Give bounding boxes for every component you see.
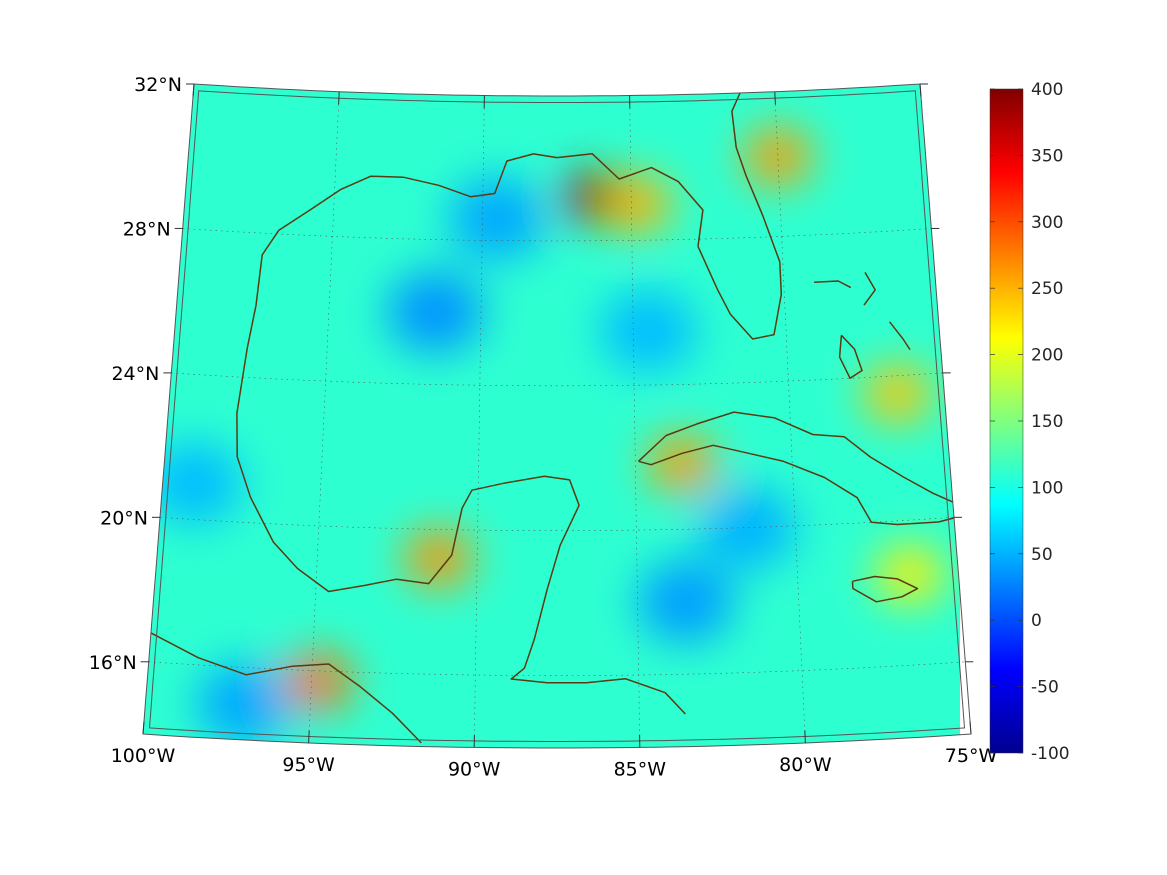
lon-tick-bottom — [969, 721, 972, 735]
map-frame-inner — [148, 90, 966, 742]
colorbar-ticks: 400 350 300 250 200 150 100 50 0 -50 -100 — [990, 80, 1070, 764]
colorbar-tick-label: 200 — [1031, 346, 1063, 366]
parallel-line — [159, 517, 955, 532]
lon-tick-bottom — [804, 730, 806, 743]
colorbar-tick-label: 350 — [1031, 146, 1063, 166]
lat-label: 28°N — [123, 218, 171, 240]
lat-label: 32°N — [134, 74, 182, 96]
anomaly-atlantic-high-off-georgia — [743, 127, 812, 186]
colorbar-tick-label: 150 — [1031, 412, 1063, 432]
anomaly-west-cuba-high — [648, 435, 717, 494]
parallel-line — [182, 228, 932, 242]
anomaly-east-of-jamaica-high — [876, 545, 945, 604]
meridian-line — [629, 95, 641, 748]
lon-tick-bottom — [308, 730, 310, 743]
map-panel: 32°N 28°N 24°N 20°N 16°N 100°W 95°W 90°W 85°W 80… — [89, 74, 998, 780]
lon-label: 75°W — [945, 745, 998, 767]
coastline-eleuthera-island — [889, 321, 911, 351]
lon-label: 90°W — [448, 758, 501, 780]
lon-label: 95°W — [282, 754, 335, 776]
lat-label: 16°N — [89, 652, 137, 674]
coastline-pacific-coast-mexico — [150, 632, 422, 744]
latitude-labels: 32°N 28°N 24°N 20°N 16°N — [89, 74, 182, 674]
colorbar-tick-label: 50 — [1031, 545, 1053, 565]
lat-label: 24°N — [111, 363, 159, 385]
coastline-jamaica — [851, 575, 919, 603]
lon-tick-top — [774, 91, 776, 105]
anomaly-apalachicola-high — [603, 175, 672, 233]
colorbar-tick-label: -50 — [1031, 678, 1059, 698]
lon-tick-top — [338, 91, 340, 105]
anomaly-eastern-gulf-low — [600, 289, 697, 372]
lon-tick-top — [192, 83, 195, 97]
longitude-labels: 100°W 95°W 90°W 85°W 80°W 75°W — [111, 745, 998, 780]
colorbar-tick-label: 0 — [1031, 611, 1042, 631]
lon-tick-top — [919, 83, 922, 97]
colorbar-gradient — [989, 88, 1024, 754]
colorbar-tick-label: 300 — [1031, 213, 1063, 233]
anomaly-south-mexico-low — [196, 662, 293, 745]
anomaly-central-gulf-low — [387, 271, 484, 353]
anomaly-isthmus-high — [284, 652, 353, 711]
coastline-great-bahama-island — [814, 280, 852, 289]
lon-label: 85°W — [614, 758, 667, 780]
field-anomalies — [146, 127, 945, 745]
coastline-abaco-island — [863, 272, 876, 306]
coastline-andros-island — [838, 334, 863, 380]
lat-label: 20°N — [100, 507, 148, 529]
colorbar-tick-label: -100 — [1031, 744, 1070, 764]
lon-tick-bottom — [142, 721, 145, 735]
anomaly-yucatan-basin-low — [637, 560, 734, 643]
frame-ticks — [140, 83, 974, 748]
lon-label: 80°W — [779, 754, 832, 776]
anomaly-louisiana-shelf-low — [449, 178, 546, 260]
lon-label: 100°W — [111, 745, 176, 767]
parallel-line — [171, 372, 943, 387]
anomaly-bahamas-high — [863, 364, 932, 423]
colorbar-tick-label: 250 — [1031, 279, 1063, 299]
colorbar-tick-label: 100 — [1031, 478, 1063, 498]
colorbar-tick-label: 400 — [1031, 80, 1063, 100]
coastline-florida-peninsula — [697, 92, 783, 340]
field-background — [143, 84, 960, 748]
colorbar: 400 350 300 250 200 150 100 50 0 -50 -100 — [989, 80, 1070, 764]
meridian-line — [473, 95, 485, 748]
coastline-gulf-coast-north-and-west — [236, 153, 704, 715]
anomaly-cayman-low — [699, 486, 796, 569]
anomaly-bay-of-campeche-high — [404, 529, 473, 588]
